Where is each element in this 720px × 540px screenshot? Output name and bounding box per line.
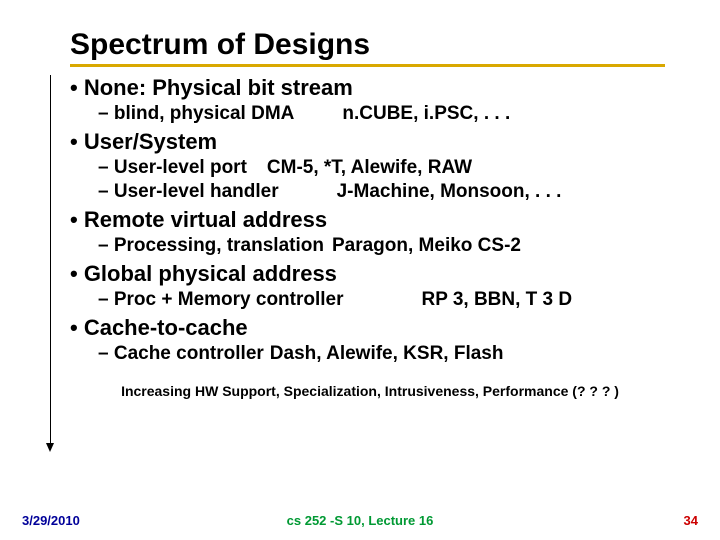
arrow-head-icon: [46, 443, 54, 452]
subbullet-cache-controller: – Cache controller Dash, Alewife, KSR, Fl…: [98, 343, 670, 365]
footer-date: 3/29/2010: [22, 513, 80, 528]
sub-text: – Cache controller: [98, 343, 264, 364]
bullet-global-physical: • Global physical address: [70, 261, 670, 287]
subbullet-user-port: – User-level port CM-5, *T, Alewife, RAW: [98, 157, 670, 179]
sub-example: Paragon, Meiko CS-2: [332, 235, 521, 256]
subbullet-blind-dma: – blind, physical DMA n.CUBE, i.PSC, . . …: [98, 103, 670, 125]
sub-text: – User-level port: [98, 157, 247, 178]
slide-title: Spectrum of Designs: [70, 28, 665, 67]
slide: Spectrum of Designs • None: Physical bit…: [0, 0, 720, 540]
subbullet-user-handler: – User-level handler J-Machine, Monsoon, …: [98, 181, 670, 203]
footer-center: cs 252 -S 10, Lecture 16: [287, 513, 434, 528]
sub-text: – blind, physical DMA: [98, 103, 294, 124]
sub-text: – Processing, translation: [98, 235, 324, 256]
sub-example: J-Machine, Monsoon, . . .: [337, 181, 562, 202]
footer-page: 34: [684, 513, 698, 528]
bullet-user-system: • User/System: [70, 129, 670, 155]
bullet-cache-to-cache: • Cache-to-cache: [70, 315, 670, 341]
sub-example: n.CUBE, i.PSC, . . .: [342, 103, 510, 124]
sub-example: RP 3, BBN, T 3 D: [422, 289, 573, 310]
content-area: • None: Physical bit stream – blind, phy…: [50, 75, 670, 399]
caption-text: Increasing HW Support, Specialization, I…: [70, 383, 670, 399]
subbullet-proc-memory: – Proc + Memory controller RP 3, BBN, T 3…: [98, 289, 670, 311]
sub-text: – Proc + Memory controller: [98, 289, 344, 310]
subbullet-processing-translation: – Processing, translation Paragon, Meiko …: [98, 235, 670, 257]
bullet-none: • None: Physical bit stream: [70, 75, 670, 101]
sub-text: – User-level handler: [98, 181, 279, 202]
sub-example: Dash, Alewife, KSR, Flash: [270, 343, 504, 364]
arrow-line: [50, 75, 51, 445]
bullet-remote-virtual: • Remote virtual address: [70, 207, 670, 233]
footer: 3/29/2010 cs 252 -S 10, Lecture 16 34: [0, 513, 720, 528]
sub-example: CM-5, *T, Alewife, RAW: [267, 157, 472, 178]
